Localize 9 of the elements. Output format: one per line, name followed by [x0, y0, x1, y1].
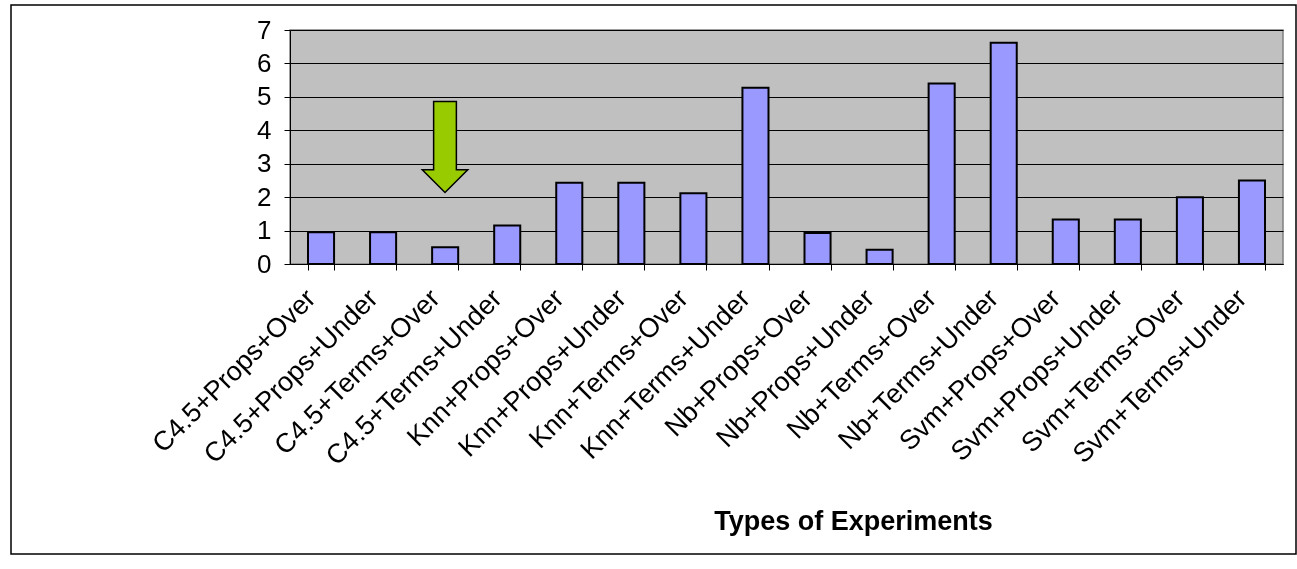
y-tick-label: 1	[257, 215, 272, 246]
y-tick-label: 5	[257, 81, 272, 112]
y-tick-label: 6	[257, 47, 272, 78]
x-axis-title: Types of Experiments	[714, 505, 993, 536]
y-tick-label: 2	[257, 181, 272, 212]
y-tick-label: 4	[257, 114, 272, 145]
y-tick-label: 7	[257, 14, 272, 45]
y-tick-label: 3	[257, 148, 272, 179]
y-tick-label: 0	[257, 248, 272, 279]
